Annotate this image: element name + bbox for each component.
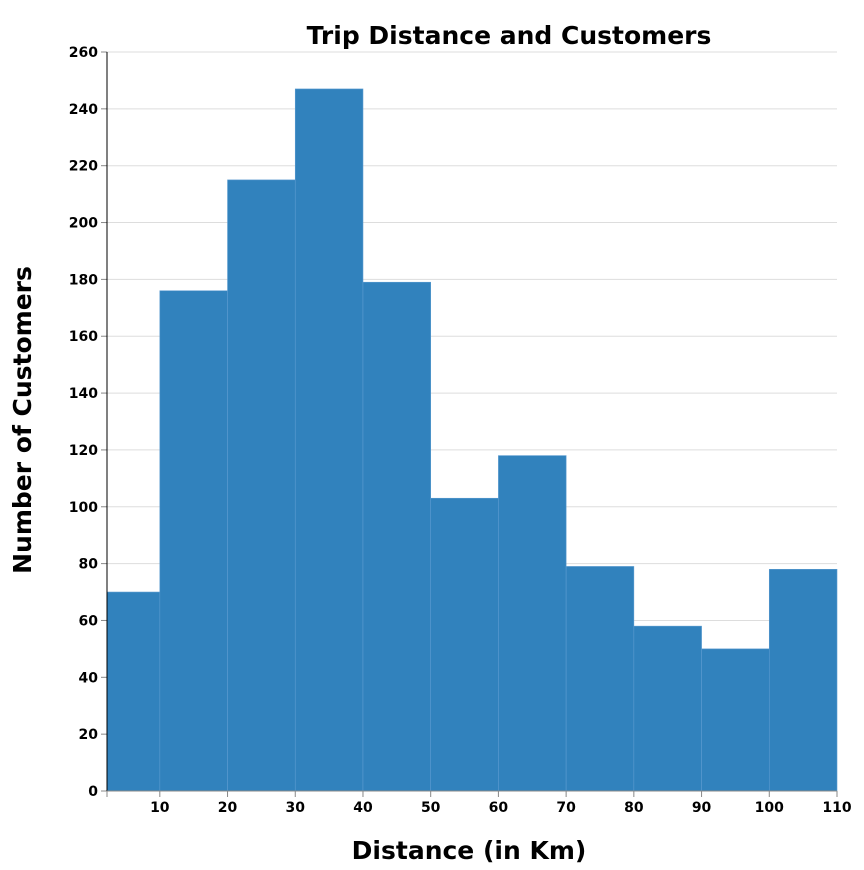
x-axis-label: Distance (in Km) [352,836,587,865]
y-tick-label: 180 [69,272,98,288]
x-tick-label: 100 [755,800,784,816]
y-tick-label: 100 [69,500,98,516]
x-tick-label: 20 [218,800,238,816]
y-tick-label: 160 [69,329,98,345]
x-tick-label: 60 [489,800,509,816]
bar [106,591,161,792]
x-tick-label: 40 [353,800,373,816]
y-axis-label: Number of Customers [8,266,37,574]
x-tick-label: 10 [150,800,170,816]
x-tick-label: 30 [286,800,306,816]
y-tick-label: 80 [79,557,99,573]
bar [430,497,499,792]
bar [227,179,296,792]
bar [159,290,228,792]
bar [565,566,635,792]
y-tick-label: 120 [69,443,98,459]
x-tick-label: 90 [692,800,712,816]
x-tick-label: 80 [624,800,644,816]
y-tick-label: 40 [79,670,99,686]
bar [498,455,567,792]
y-tick-label: 200 [69,216,98,232]
y-tick-label: 220 [69,159,98,175]
bar [294,88,364,792]
y-tick-label: 0 [88,784,98,800]
bars [106,88,838,792]
axes: 0 20 40 60 80 100 120 140 160 180 200 220 240 260 10 20… [69,45,852,816]
x-tick-label: 70 [556,800,576,816]
bar [362,281,431,792]
y-tick-label: 240 [69,102,98,118]
y-tick-label: 60 [79,613,99,629]
bar [633,625,702,792]
x-tick-label: 50 [421,800,441,816]
y-tick-label: 20 [79,727,99,743]
y-tick-label: 140 [69,386,98,402]
y-tick-label: 260 [69,45,98,61]
bar [768,568,838,792]
x-tick-label: 110 [822,800,851,816]
chart-title: Trip Distance and Customers [307,21,712,50]
bar [701,648,770,792]
